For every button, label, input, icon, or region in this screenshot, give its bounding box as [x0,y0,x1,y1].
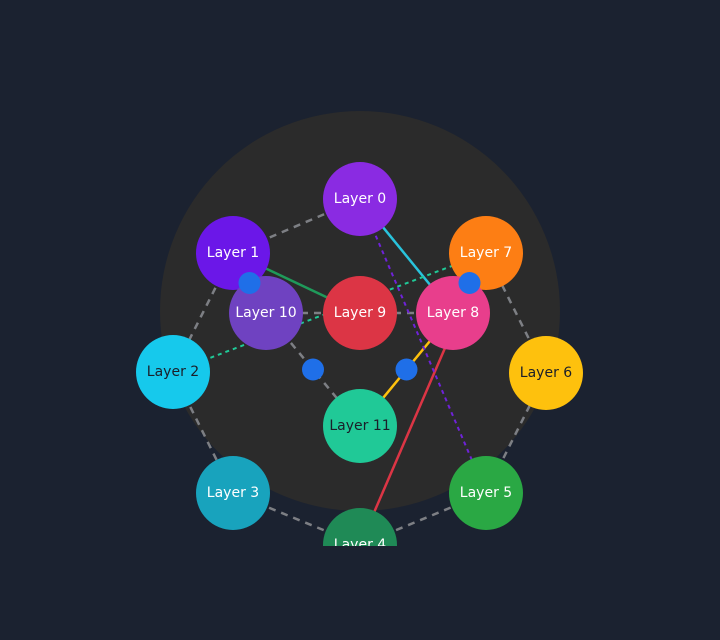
node-label: Layer 7 [460,245,512,261]
node-circle [416,276,490,350]
node-label: Layer 0 [334,191,386,207]
node-layer-4[interactable]: Layer 4 [323,508,397,582]
node-circle [323,508,397,546]
node-layer-7[interactable]: Layer 7 [449,216,523,290]
node-circle [229,276,303,350]
node-layer-10[interactable]: Layer 10 [229,276,303,350]
ring-edge-n1-n2 [171,252,235,373]
node-circle [323,162,397,236]
node-label: Layer 10 [235,305,296,321]
ring-edge-n3-n4 [232,491,361,546]
node-label: Layer 2 [147,364,199,380]
node-layer-5[interactable]: Layer 5 [449,456,523,530]
ring-edge-n0-n1 [232,197,361,255]
connector-dot-n8-n11[interactable] [395,358,418,381]
ring-edge-n2-n3 [171,371,235,494]
node-layer-3[interactable]: Layer 3 [196,456,270,530]
edge-n0-n5 [359,198,487,494]
ring-edge-n4-n5 [359,491,487,546]
node-label: Layer 9 [334,305,386,321]
node-layer-2[interactable]: Layer 2 [136,335,210,409]
node-layer-11[interactable]: Layer 11 [323,389,397,463]
node-label: Layer 11 [329,418,390,434]
connector-dots [238,272,481,381]
connector-dot-n1-n10[interactable] [238,272,261,294]
node-label: Layer 4 [334,537,386,553]
node-circle [449,216,523,290]
node-circle [323,389,397,463]
node-label: Layer 8 [427,305,479,321]
node-label: Layer 3 [207,485,259,501]
node-circle [323,276,397,350]
node-circle [196,456,270,530]
node-circle [449,456,523,530]
node-layer-6[interactable]: Layer 6 [509,336,583,410]
node-circle [509,336,583,410]
layer-nodes: Layer 0 Layer 1 Layer 2 Layer 3 Layer 4 Layer… [136,162,583,582]
node-circle [196,216,270,290]
node-label: Layer 1 [207,245,259,261]
connector-dot-n7-n8[interactable] [458,272,481,294]
ring-edge-n6-n7 [484,252,548,374]
node-circle [136,335,210,409]
ring-edge-n5-n6 [484,372,548,494]
node-layer-9[interactable]: Layer 9 [323,276,397,350]
node-layer-1[interactable]: Layer 1 [196,216,270,290]
diagram-content: Layer 0 Layer 1 Layer 2 Layer 3 Layer 4 Layer… [136,111,583,582]
connector-dot-n10-n11[interactable] [302,358,324,381]
node-layer-8[interactable]: Layer 8 [416,276,490,350]
node-layer-0[interactable]: Layer 0 [323,162,397,236]
node-label: Layer 5 [460,485,512,501]
node-label: Layer 6 [520,365,572,381]
